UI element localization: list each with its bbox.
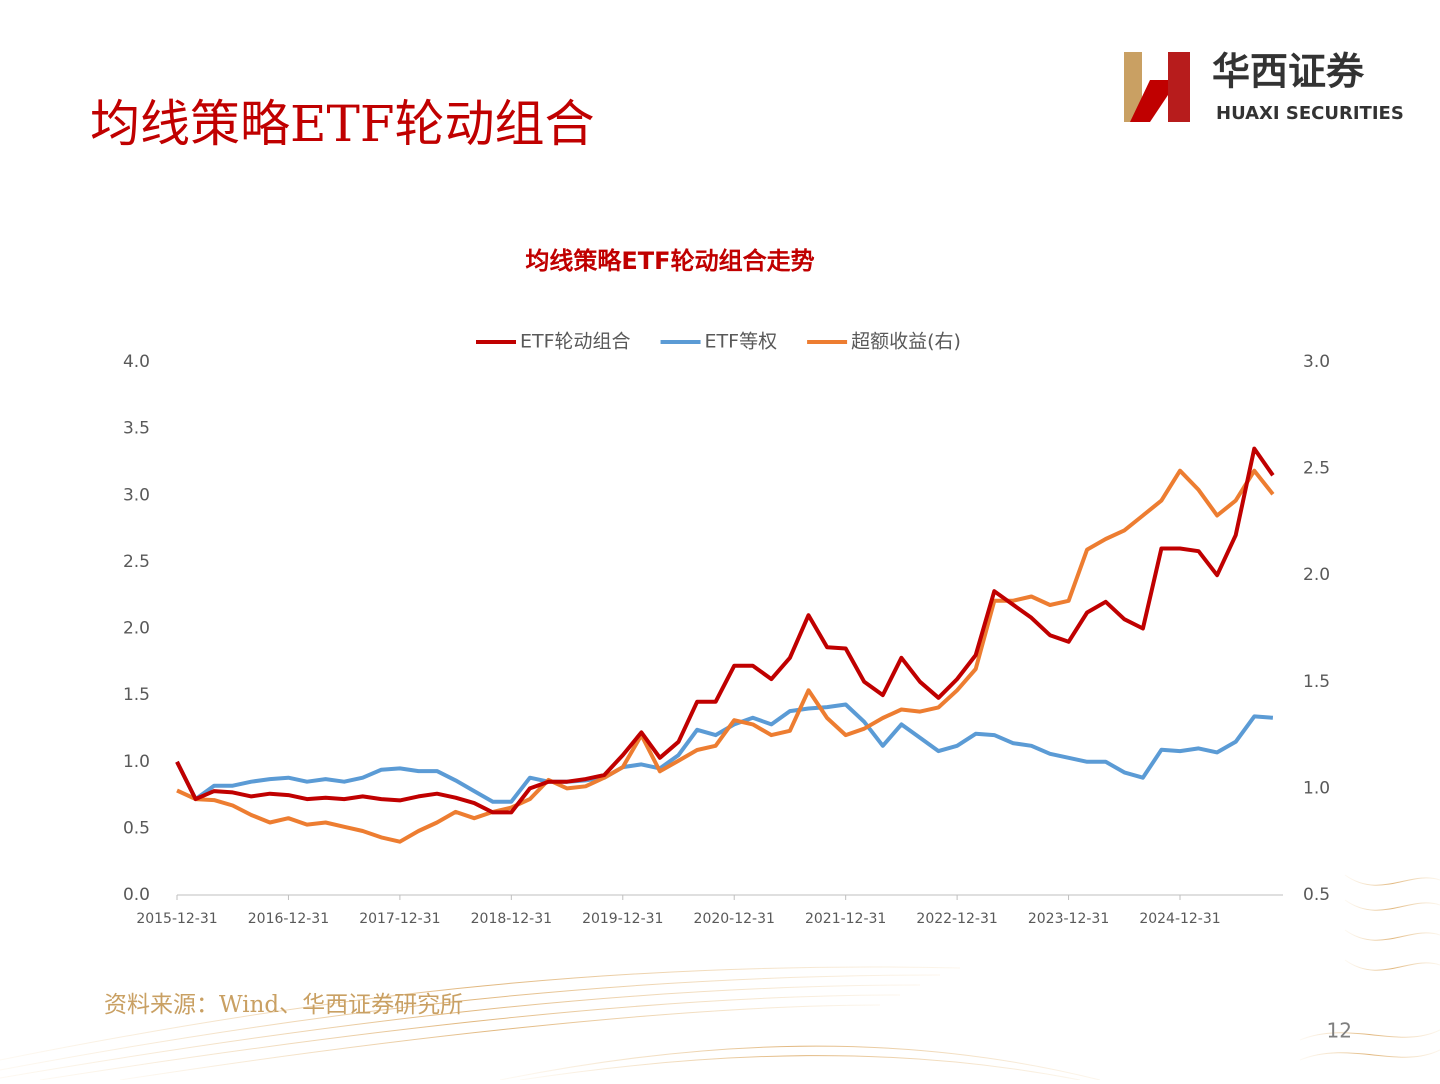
y-tick-label: 1.5 [123,685,150,705]
y2-tick-label: 3.0 [1303,352,1330,372]
y2-tick-label: 1.5 [1303,672,1330,692]
logo-mark [1124,52,1190,122]
y-tick-label: 3.5 [123,419,150,439]
x-tick-label: 2017-12-31 [359,911,440,927]
x-tick-label: 2020-12-31 [694,911,775,927]
y2-tick-label: 2.0 [1303,565,1330,585]
x-tick-label: 2018-12-31 [471,911,552,927]
source-note: 资料来源：Wind、华西证券研究所 [104,992,463,1018]
slide-title: 均线策略ETF轮动组合 [90,95,595,153]
decoration-waves [0,874,1440,1081]
y2-tick-label: 2.5 [1303,459,1330,479]
logo-en: HUAXI SECURITIES [1216,103,1404,124]
y-tick-label: 2.5 [123,552,150,572]
x-tick-label: 2019-12-31 [582,911,663,927]
logo-cn: 华西证券 [1212,50,1365,94]
y-tick-label: 1.0 [123,752,150,772]
legend-label: ETF等权 [705,331,778,353]
legend-label: 超额收益(右) [851,331,961,353]
x-tick-label: 2021-12-31 [805,911,886,927]
x-tick-label: 2024-12-31 [1139,911,1220,927]
plot: 0.0 0.5 1.0 1.5 2.0 2.5 3.0 3.5 4.0 0.5 1.0 1.5 2.0 2… [123,331,1330,928]
series-line [175,702,1274,804]
y2-tick-label: 0.5 [1303,885,1330,905]
y2-tick-label: 1.0 [1303,778,1330,798]
legend-label: ETF轮动组合 [520,331,631,353]
y-tick-label: 0.0 [123,885,150,905]
y-tick-label: 0.5 [123,818,150,838]
x-tick-label: 2015-12-31 [136,911,217,927]
series-line [176,468,1275,844]
x-tick-label: 2016-12-31 [248,911,329,927]
y-tick-label: 2.0 [123,619,150,639]
x-tick-label: 2023-12-31 [1028,911,1109,927]
chart-title: 均线策略ETF轮动组合走势 [525,247,814,275]
series-line [175,446,1275,815]
x-tick-label: 2022-12-31 [916,911,997,927]
y-tick-label: 4.0 [123,352,150,372]
y-tick-label: 3.0 [123,485,150,505]
page-number: 12 [1327,1019,1352,1043]
